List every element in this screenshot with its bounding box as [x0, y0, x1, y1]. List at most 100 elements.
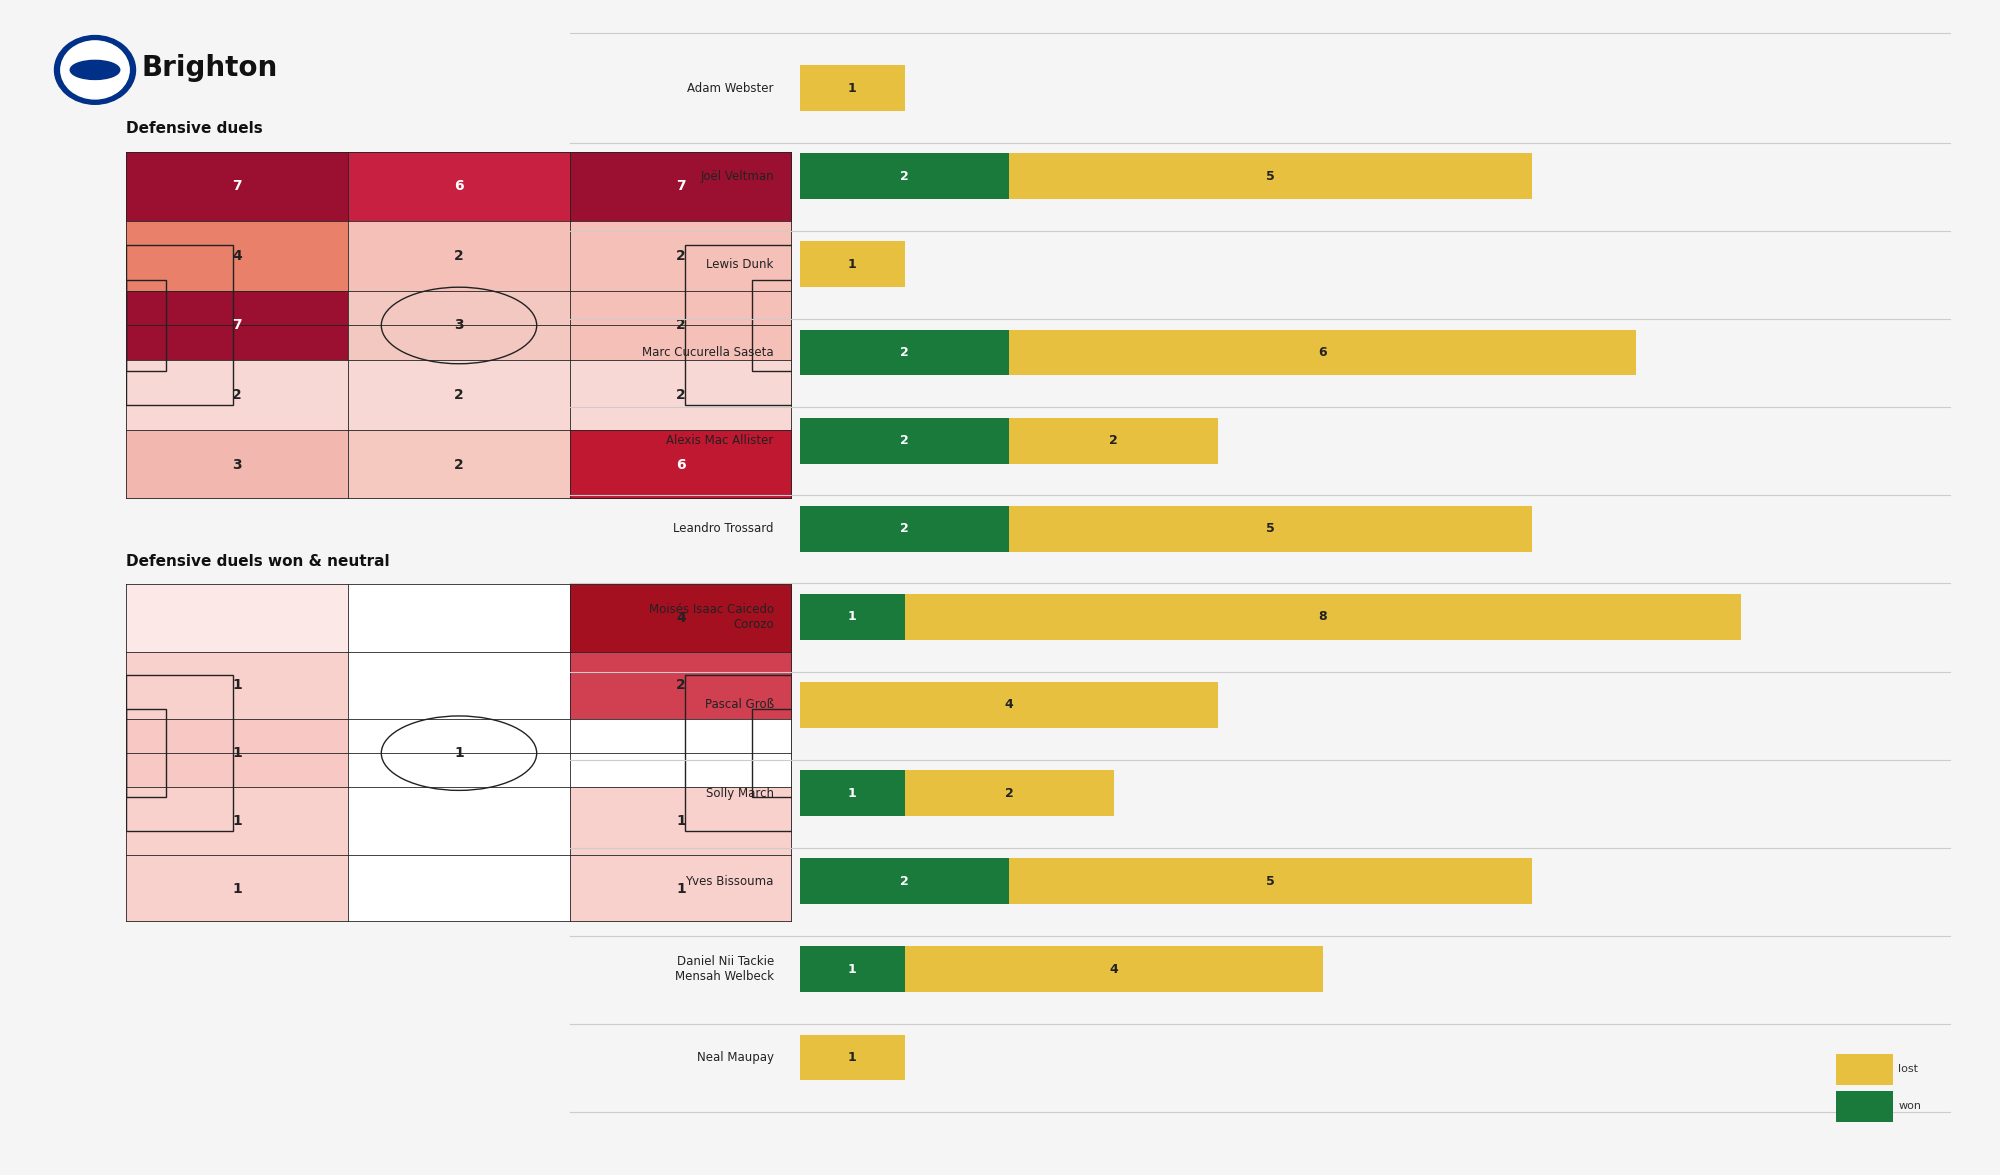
Bar: [126, 281, 166, 370]
Text: 4: 4: [676, 611, 686, 625]
Bar: [904, 947, 1322, 992]
Text: 7: 7: [232, 180, 242, 194]
Bar: [570, 787, 792, 854]
Bar: [800, 771, 904, 815]
Text: Solly March: Solly March: [706, 786, 774, 800]
Bar: [126, 710, 166, 797]
Bar: [1010, 418, 1218, 463]
Text: won: won: [1898, 1101, 1922, 1110]
Text: 1: 1: [232, 746, 242, 760]
Text: 2: 2: [900, 434, 908, 448]
Bar: [126, 719, 348, 787]
Text: 7: 7: [676, 180, 686, 194]
Text: 2: 2: [676, 249, 686, 263]
Bar: [126, 652, 348, 719]
Text: 2: 2: [232, 388, 242, 402]
Circle shape: [60, 41, 130, 99]
Bar: [686, 246, 792, 405]
Bar: [1010, 329, 1636, 375]
Bar: [348, 361, 570, 430]
Bar: [126, 246, 232, 405]
Bar: [800, 1034, 904, 1081]
Text: 3: 3: [232, 457, 242, 471]
Bar: [570, 221, 792, 290]
Text: Brighton: Brighton: [142, 54, 278, 81]
Bar: [570, 361, 792, 430]
Text: 1: 1: [232, 881, 242, 895]
Bar: [126, 221, 348, 290]
Text: 1: 1: [454, 746, 464, 760]
Bar: [1836, 1054, 1892, 1085]
Text: Pascal Groß: Pascal Groß: [704, 698, 774, 712]
Text: 6: 6: [1318, 345, 1328, 360]
Ellipse shape: [70, 60, 120, 80]
Bar: [800, 505, 1010, 551]
Text: Defensive duels: Defensive duels: [126, 121, 262, 135]
Text: Marc Cucurella Saseta: Marc Cucurella Saseta: [642, 345, 774, 360]
Bar: [126, 676, 232, 831]
Bar: [800, 329, 1010, 375]
Bar: [800, 595, 904, 639]
Bar: [800, 241, 904, 287]
Bar: [570, 430, 792, 499]
Bar: [800, 418, 1010, 463]
Bar: [126, 361, 348, 430]
Bar: [126, 584, 348, 652]
Bar: [904, 771, 1114, 815]
Bar: [348, 719, 570, 787]
Text: 2: 2: [900, 345, 908, 360]
Text: 1: 1: [676, 881, 686, 895]
Text: Yves Bissouma: Yves Bissouma: [686, 874, 774, 888]
Text: 2: 2: [900, 522, 908, 536]
Text: 6: 6: [676, 457, 686, 471]
Bar: [800, 858, 1010, 905]
Bar: [348, 652, 570, 719]
Text: 1: 1: [848, 257, 856, 271]
Bar: [1836, 1090, 1892, 1121]
Circle shape: [54, 35, 136, 105]
Text: 2: 2: [1110, 434, 1118, 448]
Bar: [570, 719, 792, 787]
Bar: [904, 595, 1740, 639]
Text: 1: 1: [232, 678, 242, 692]
Text: Alexis Mac Allister: Alexis Mac Allister: [666, 434, 774, 448]
Text: 2: 2: [676, 318, 686, 333]
Text: 1: 1: [676, 814, 686, 828]
Text: 7: 7: [232, 318, 242, 333]
Text: 4: 4: [1004, 698, 1014, 712]
Text: 1: 1: [848, 786, 856, 800]
Text: 4: 4: [232, 249, 242, 263]
Bar: [348, 221, 570, 290]
Text: 6: 6: [454, 180, 464, 194]
Text: 2: 2: [900, 169, 908, 183]
Bar: [800, 153, 1010, 199]
Bar: [348, 152, 570, 221]
Bar: [1010, 858, 1532, 905]
Text: 2: 2: [900, 874, 908, 888]
Text: 5: 5: [1266, 169, 1274, 183]
Text: 3: 3: [454, 318, 464, 333]
Text: Moisés Isaac Caicedo
Corozo: Moisés Isaac Caicedo Corozo: [648, 603, 774, 631]
Bar: [348, 854, 570, 922]
Bar: [348, 430, 570, 499]
Bar: [1010, 153, 1532, 199]
Bar: [126, 152, 348, 221]
Text: lost: lost: [1898, 1063, 1918, 1074]
Bar: [126, 430, 348, 499]
Bar: [348, 787, 570, 854]
Text: 2: 2: [454, 388, 464, 402]
Bar: [570, 152, 792, 221]
Bar: [126, 854, 348, 922]
Bar: [348, 584, 570, 652]
Bar: [570, 652, 792, 719]
Bar: [800, 682, 1218, 727]
Bar: [752, 710, 792, 797]
Text: 2: 2: [676, 678, 686, 692]
Bar: [686, 676, 792, 831]
Text: 2: 2: [454, 249, 464, 263]
Text: Daniel Nii Tackie
Mensah Welbeck: Daniel Nii Tackie Mensah Welbeck: [674, 955, 774, 983]
Bar: [800, 65, 904, 110]
Bar: [570, 584, 792, 652]
Bar: [348, 290, 570, 361]
Text: Adam Webster: Adam Webster: [688, 81, 774, 95]
